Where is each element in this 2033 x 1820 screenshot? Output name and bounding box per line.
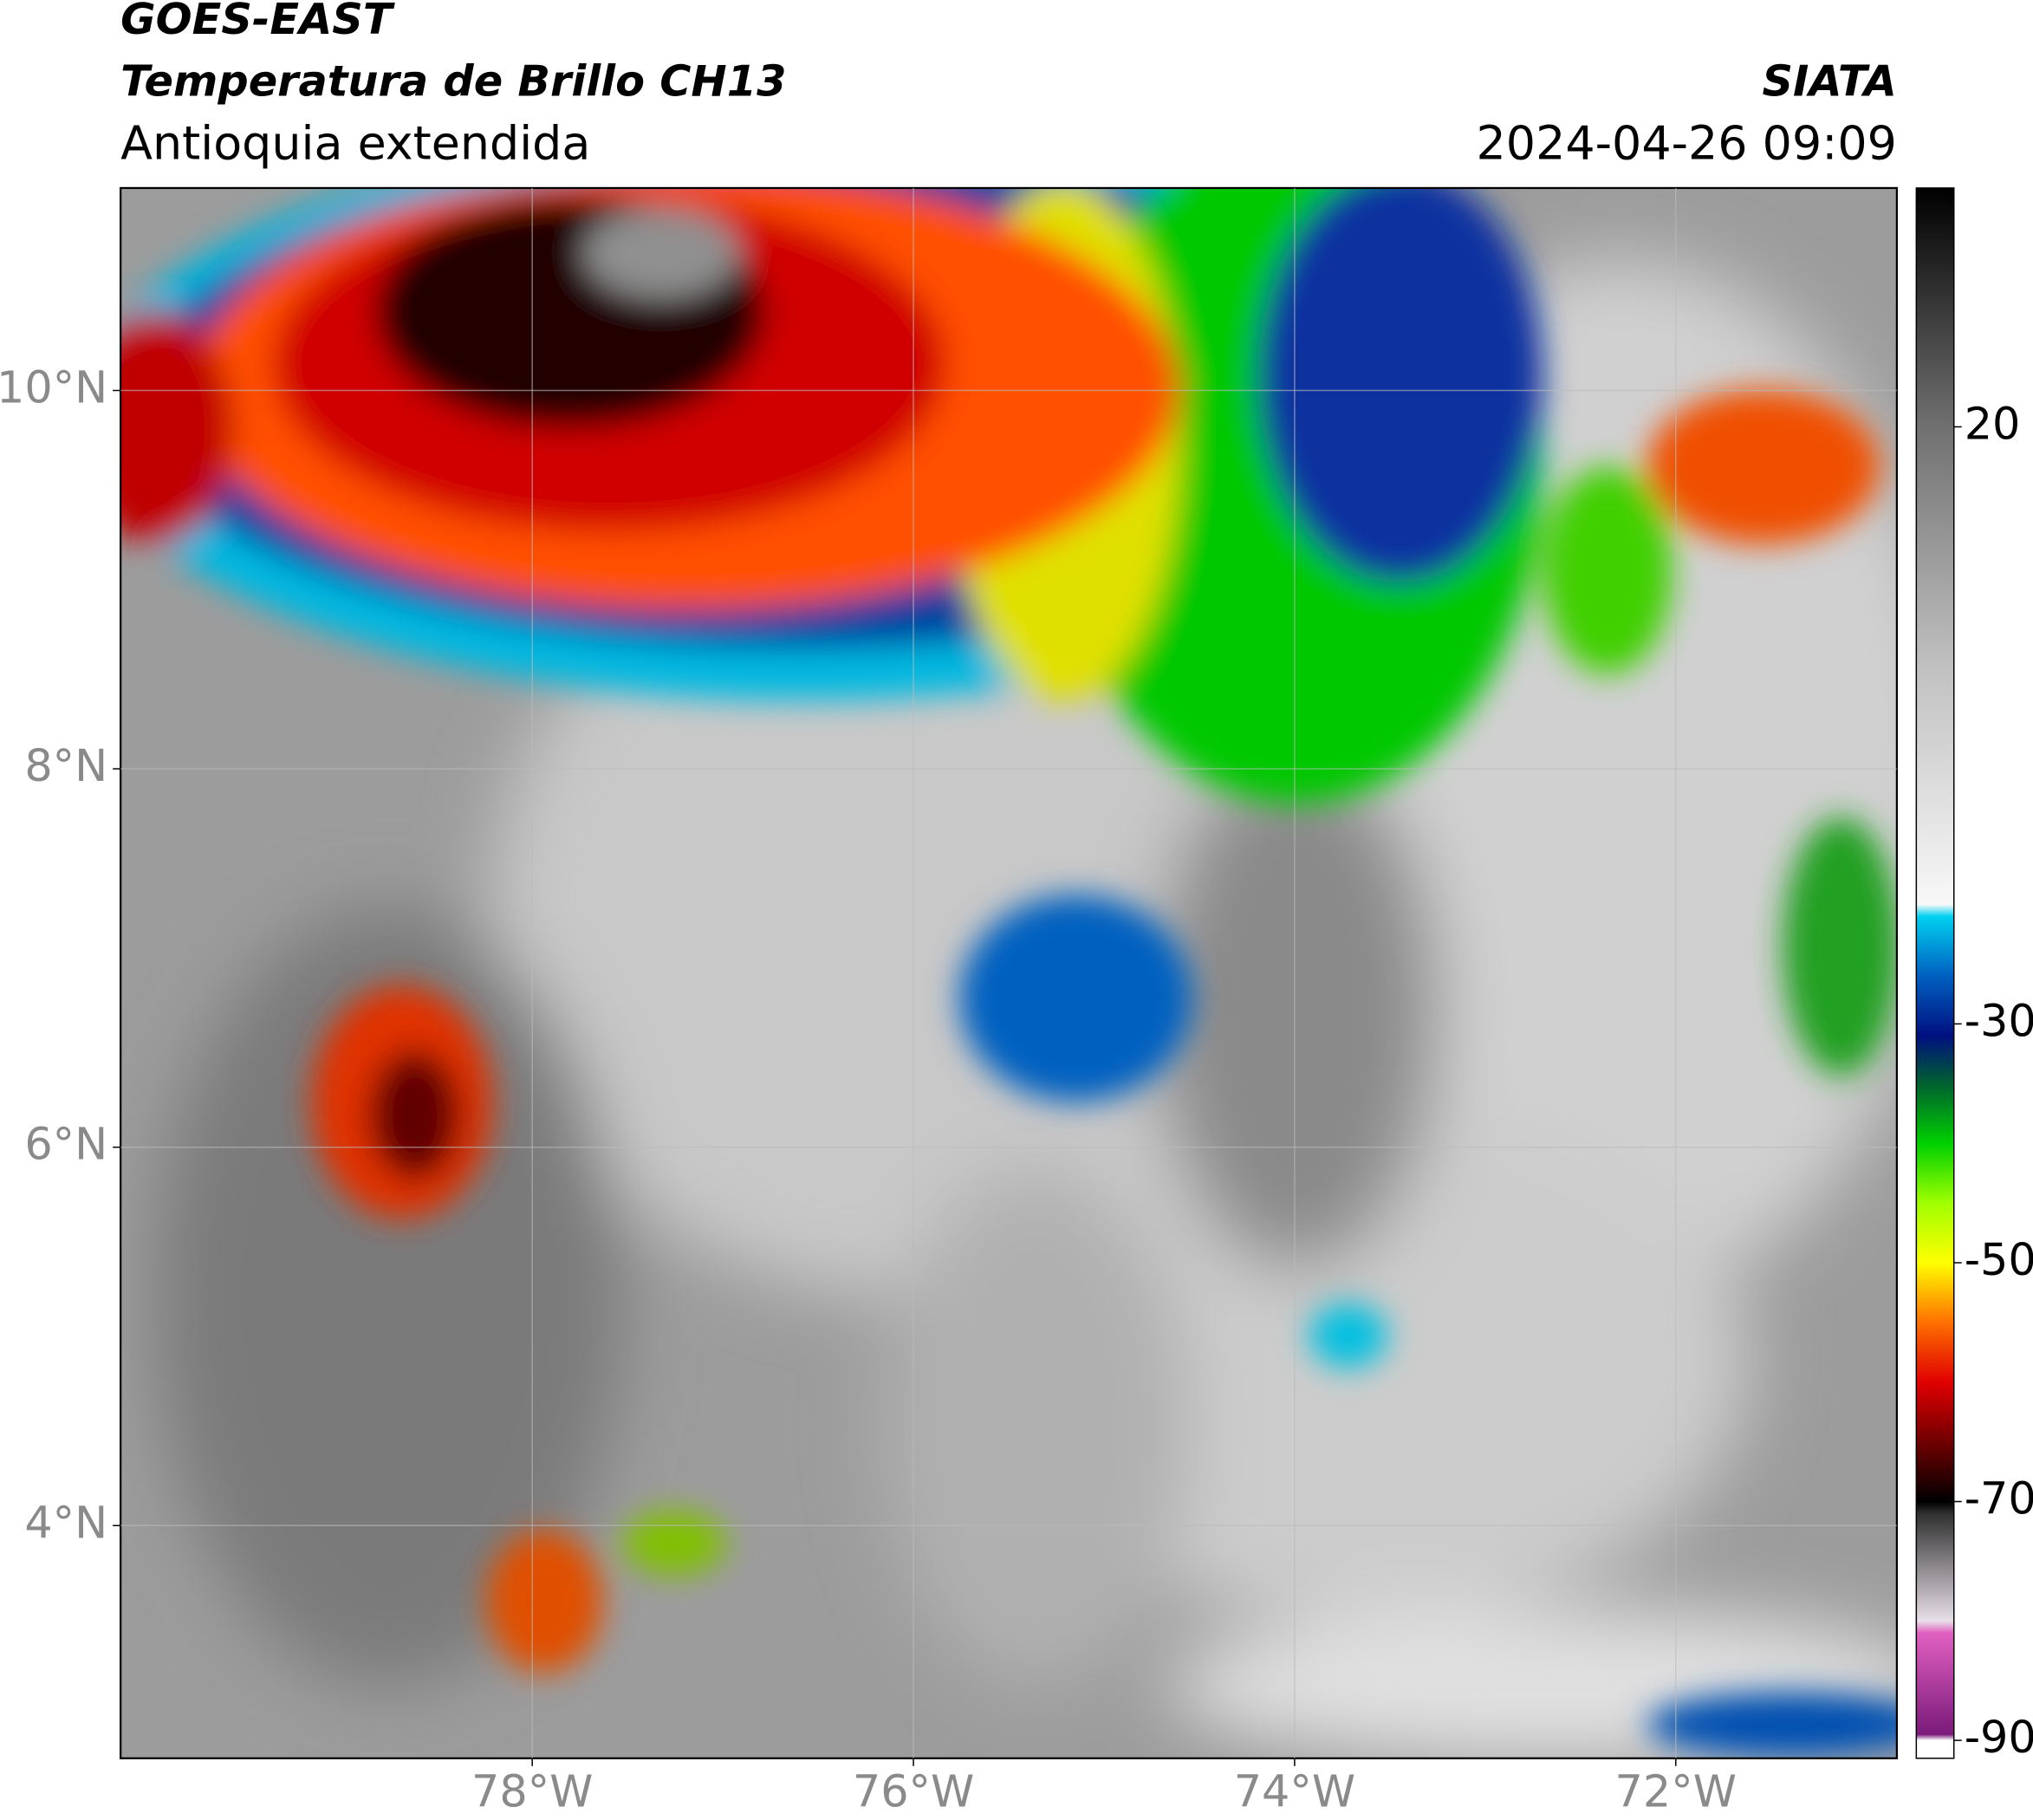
y-tick-label: 6°N <box>24 1119 107 1170</box>
colorbar <box>1915 187 1955 1759</box>
y-tick-label: 8°N <box>24 740 107 791</box>
y-tick-label: 10°N <box>0 362 107 413</box>
title-line: GOES-EAST <box>120 0 395 44</box>
y-tick-label: 4°N <box>24 1497 107 1548</box>
x-tick-label: 76°W <box>853 1766 974 1817</box>
satellite-image <box>120 187 1897 1758</box>
colorbar-tick-label: 20 <box>1965 399 2021 450</box>
x-tick-label: 74°W <box>1234 1766 1355 1817</box>
map-frame <box>120 186 1899 1759</box>
source: SIATA <box>1762 56 1896 107</box>
colorbar-tick-label: -70 <box>1965 1473 2033 1524</box>
title-line: Temperatura de Brillo CH13 <box>120 56 786 107</box>
datetime: 2024-04-26 09:09 <box>1477 116 1897 171</box>
x-tick-label: 72°W <box>1615 1766 1737 1817</box>
colorbar-tick-label: -50 <box>1965 1234 2033 1285</box>
x-tick-label: 78°W <box>471 1766 593 1817</box>
colorbar-tick-label: -30 <box>1965 995 2033 1046</box>
colorbar-tick-label: -90 <box>1965 1712 2033 1763</box>
subtitle: Antioquia extendida <box>120 116 590 171</box>
